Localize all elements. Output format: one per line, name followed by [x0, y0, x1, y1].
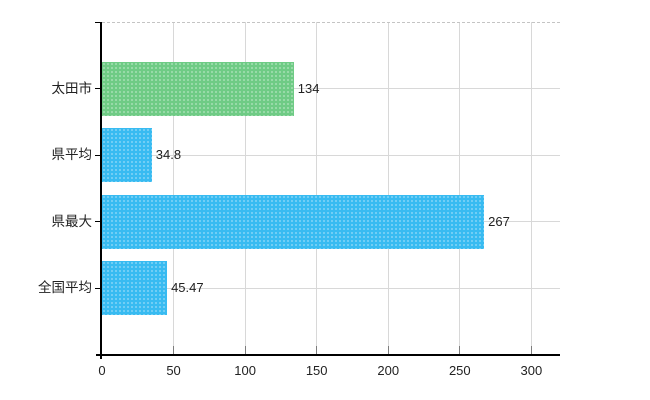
gridline-vertical: [173, 22, 175, 355]
y-axis-tick: [95, 221, 101, 223]
gridline-vertical: [459, 22, 461, 355]
x-axis-tick: [387, 346, 389, 354]
x-tick-label: 150: [305, 363, 328, 378]
y-axis-tick: [95, 287, 101, 289]
gridline-horizontal: [102, 287, 560, 289]
bar-県平均: [102, 128, 152, 183]
bar-value-label: 34.8: [155, 147, 182, 163]
gridline-vertical: [316, 22, 318, 355]
x-tick-label: 300: [520, 363, 543, 378]
x-axis-tick: [459, 346, 461, 354]
category-label-全国平均: 全国平均: [38, 280, 92, 296]
x-tick-label: 200: [377, 363, 400, 378]
x-axis-tick: [316, 346, 318, 354]
gridline-vertical: [530, 22, 532, 355]
y-axis-tick: [95, 88, 101, 90]
category-label-県最大: 県最大: [51, 213, 93, 229]
x-axis-tick: [244, 346, 246, 354]
y-axis-tick: [95, 154, 101, 156]
gridline-vertical: [387, 22, 389, 355]
x-axis-line: [96, 354, 560, 356]
gridline-vertical: [244, 22, 246, 355]
x-tick-label: 100: [234, 363, 256, 378]
category-label-太田市: 太田市: [51, 80, 93, 96]
x-tick-label: 50: [166, 363, 181, 378]
bar-value-label: 134: [297, 80, 320, 96]
gridline-horizontal: [102, 88, 560, 90]
x-axis-tick: [530, 346, 532, 354]
y-axis-tick: [95, 22, 101, 23]
plot-top-border: [102, 22, 560, 23]
category-label-県平均: 県平均: [51, 147, 93, 163]
x-axis-tick: [173, 346, 175, 354]
x-tick-label: 0: [98, 363, 106, 378]
bar-全国平均: [102, 261, 168, 316]
y-axis-line: [100, 22, 102, 359]
x-tick-label: 250: [448, 363, 471, 378]
bar-value-label: 267: [488, 213, 510, 229]
bar-県最大: [102, 194, 485, 249]
gridline-horizontal: [102, 154, 560, 156]
bar-太田市: [102, 61, 294, 116]
bar-value-label: 45.47: [171, 280, 204, 296]
